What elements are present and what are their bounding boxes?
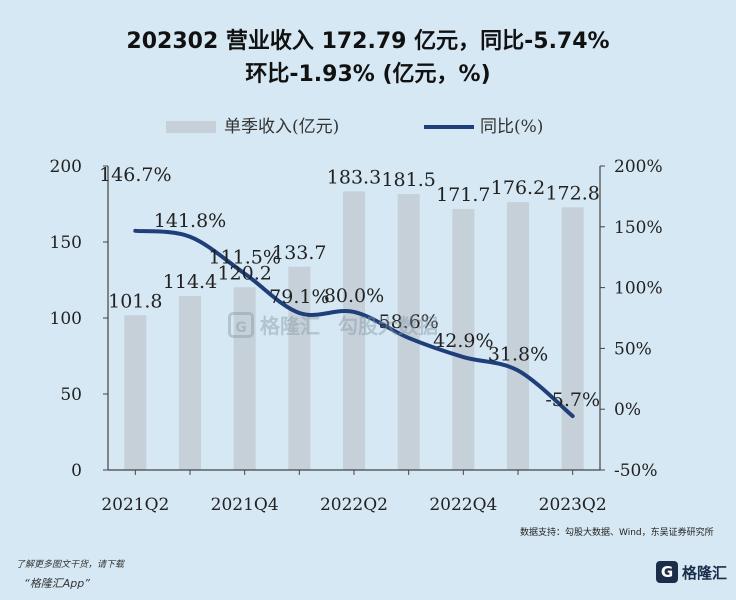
legend-bar-label: 单季收入(亿元)	[224, 117, 339, 137]
gelonghui-logo-icon: G	[656, 561, 678, 583]
left-axis-tick-label: 0	[71, 461, 82, 481]
bar	[343, 191, 365, 470]
bar-value-label: 176.2	[491, 177, 545, 199]
left-axis-tick-label: 150	[50, 233, 82, 253]
left-axis-tick-label: 50	[60, 385, 82, 405]
bar-value-label: 171.7	[436, 184, 490, 206]
yoy-line	[133, 228, 575, 419]
chart-title-line-2: 环比-1.93% (亿元，%)	[245, 62, 491, 87]
line-value-label: 42.9%	[433, 330, 493, 352]
bar-value-label: 172.8	[545, 182, 599, 204]
chart-title-line-1: 202302 营业收入 172.79 亿元，同比-5.74%	[126, 29, 610, 54]
bar-value-label: 101.8	[108, 290, 162, 312]
left-axis-tick-label: 200	[50, 157, 82, 177]
bar-value-label: 181.5	[381, 169, 435, 191]
line-value-label: 111.5%	[208, 247, 280, 269]
watermark-logo-icon: G	[228, 311, 254, 338]
line-series	[133, 228, 575, 419]
chart-axes: 0 50 100 150 200 -50% 0% 50% 100% 150% 200% 2021Q2 2…	[50, 157, 663, 515]
watermark-text: 勾股大数据	[338, 314, 438, 338]
right-axis-tick-label: 50%	[614, 339, 652, 359]
left-axis-tick-label: 100	[50, 309, 82, 329]
x-axis-tick-label: 2023Q2	[539, 495, 607, 515]
footer-logo-text: 格隆汇	[682, 563, 728, 582]
legend-bar-swatch	[166, 121, 216, 133]
bar	[561, 207, 584, 470]
bar-value-label: 114.4	[163, 271, 217, 293]
bar-value-label: 183.3	[327, 166, 381, 188]
chart-legend: 单季收入(亿元) 同比(%)	[166, 117, 543, 137]
line-value-label: 141.8%	[154, 210, 226, 232]
data-source-note: 数据支持：勾股大数据、Wind，东吴证券研究所	[520, 528, 714, 538]
footer-app-name: “格隆汇App”	[24, 577, 90, 590]
line-value-label: 146.7%	[99, 164, 171, 186]
line-value-label: 79.1%	[269, 286, 329, 308]
right-axis-tick-label: 0%	[614, 400, 641, 420]
x-axis-tick-label: 2022Q4	[429, 495, 497, 515]
line-value-label: 80.0%	[324, 285, 384, 307]
bar-value-label: 133.7	[272, 242, 326, 264]
right-axis-tick-label: 150%	[614, 218, 663, 238]
bar	[124, 315, 147, 470]
footer-download-note: 了解更多图文干货，请下载	[16, 560, 125, 570]
legend-line-label: 同比(%)	[480, 117, 543, 137]
watermark-text: 格隆汇	[260, 314, 320, 338]
bar-value-label: 120.2	[217, 262, 271, 284]
line-value-label: 58.6%	[378, 311, 438, 333]
bar	[397, 194, 420, 470]
footer-logo: G 格隆汇	[656, 560, 727, 584]
x-axis-tick-label: 2021Q4	[211, 495, 279, 515]
line-value-label: 31.8%	[488, 344, 548, 366]
watermark-gougu: 勾股大数据	[338, 310, 438, 339]
x-axis-tick-label: 2021Q2	[101, 495, 169, 515]
line-value-label: -5.7%	[545, 389, 600, 411]
bar	[288, 266, 311, 470]
right-axis-tick-label: 200%	[614, 157, 663, 177]
x-axis-tick-label: 2022Q2	[320, 495, 388, 515]
right-axis-tick-label: 100%	[614, 279, 663, 299]
bar	[507, 202, 529, 470]
bar	[452, 209, 475, 471]
right-axis-tick-label: -50%	[614, 461, 658, 481]
watermark-gelonghui: G 格隆汇	[228, 310, 320, 339]
bar	[179, 296, 201, 470]
